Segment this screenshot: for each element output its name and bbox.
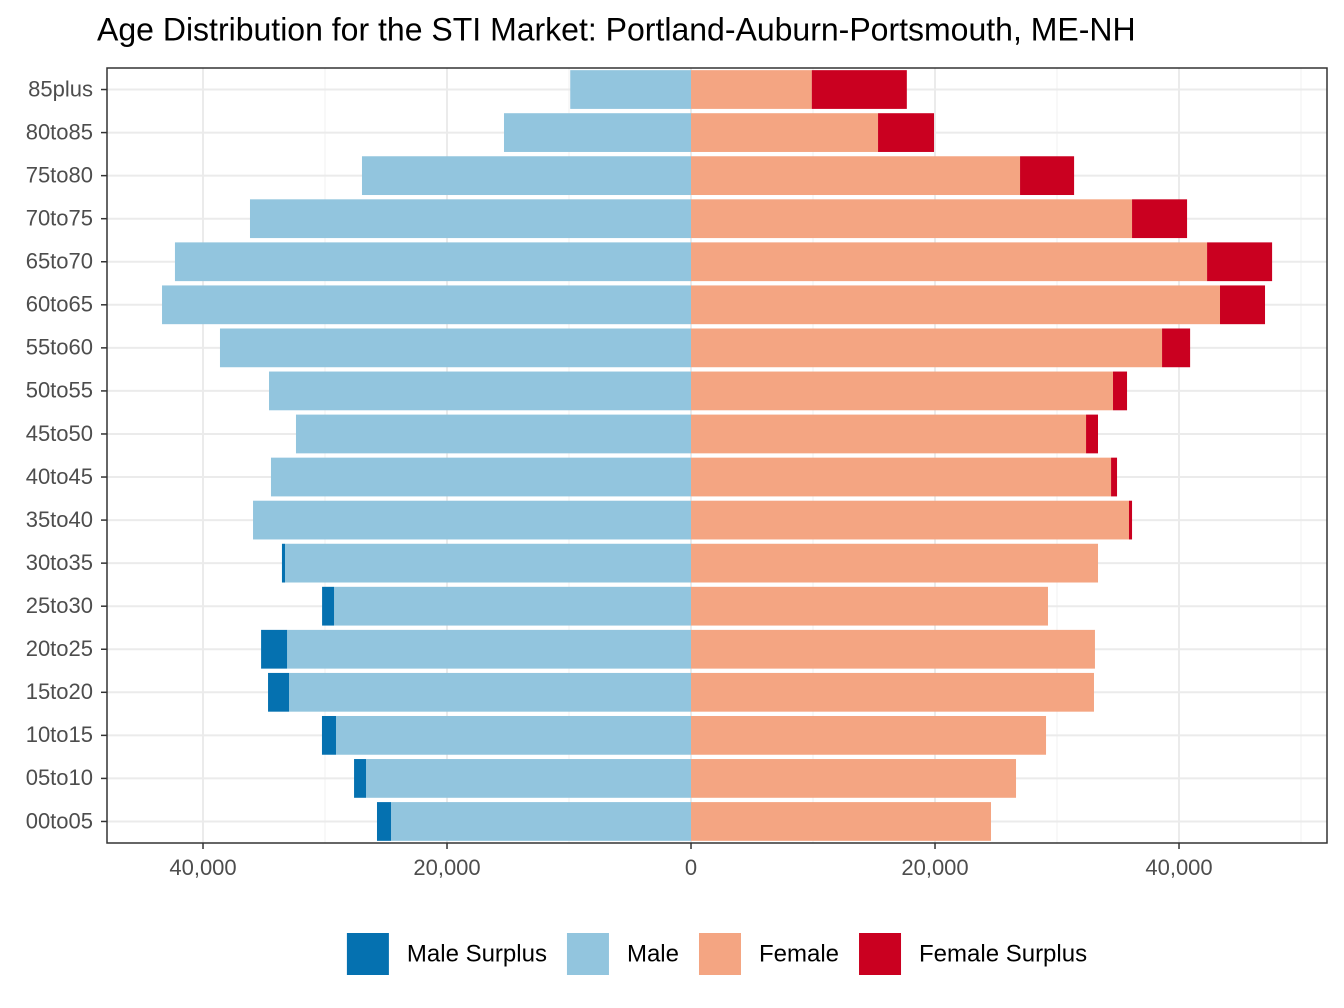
y-tick-label: 75to80: [26, 162, 93, 187]
legend-key: [566, 933, 609, 975]
x-tick-label: 20,000: [413, 855, 480, 880]
bar: [691, 629, 1095, 669]
bar: [287, 629, 692, 669]
bar: [691, 70, 812, 109]
y-tick-label: 30to35: [26, 550, 93, 575]
y-tick-label: 00to05: [26, 808, 93, 833]
bar: [691, 715, 1047, 755]
bar: [691, 672, 1094, 712]
bar: [691, 759, 1017, 798]
legend-label: Male: [627, 940, 679, 967]
bar: [1113, 371, 1128, 411]
bar: [503, 113, 692, 152]
y-tick-label: 70to75: [26, 206, 93, 231]
legend-label: Male Surplus: [407, 940, 547, 967]
bar: [322, 586, 335, 626]
y-tick-label: 05to10: [26, 765, 93, 790]
bar: [253, 500, 692, 540]
bar: [691, 371, 1114, 411]
bar: [1207, 242, 1273, 282]
y-tick-label: 65to70: [26, 249, 93, 274]
y-tick-label: 35to40: [26, 507, 93, 532]
bar: [1020, 156, 1075, 196]
bar: [691, 285, 1221, 325]
bar: [334, 586, 692, 626]
bar: [811, 70, 907, 109]
y-tick-label: 55to60: [26, 335, 93, 360]
legend-key: [859, 933, 902, 975]
bar: [361, 156, 692, 196]
bar: [691, 328, 1163, 368]
bar: [268, 672, 290, 712]
bar: [691, 586, 1048, 626]
y-tick-label: 10to15: [26, 722, 93, 747]
bar: [174, 242, 692, 282]
bar: [249, 199, 692, 239]
bar: [289, 672, 692, 712]
bar: [391, 802, 692, 841]
bar: [691, 414, 1087, 454]
y-tick-label: 15to20: [26, 679, 93, 704]
bar: [691, 500, 1129, 540]
legend-label: Female: [759, 940, 839, 967]
chart-title: Age Distribution for the STI Market: Por…: [97, 11, 1136, 47]
x-tick-label: 0: [685, 855, 697, 880]
y-tick-label: 85plus: [28, 76, 93, 101]
bar: [570, 70, 692, 109]
bar: [1128, 500, 1133, 540]
legend-key: [698, 933, 741, 975]
y-tick-label: 45to50: [26, 421, 93, 446]
bar: [366, 759, 692, 798]
y-tick-label: 60to65: [26, 292, 93, 317]
bar: [1086, 414, 1099, 454]
bar: [281, 543, 285, 583]
y-tick-label: 20to25: [26, 636, 93, 661]
y-tick-label: 25to30: [26, 593, 93, 618]
bar: [691, 199, 1133, 239]
legend-label: Female Surplus: [919, 940, 1087, 967]
x-tick-label: 20,000: [901, 855, 968, 880]
bar: [691, 802, 992, 841]
bar: [295, 414, 692, 454]
bar: [691, 242, 1208, 282]
bar: [691, 457, 1112, 497]
bar: [691, 113, 879, 152]
legend-key: [346, 933, 389, 975]
bar: [1220, 285, 1266, 325]
plot-border: [106, 67, 1328, 844]
bar: [691, 543, 1099, 583]
bar: [162, 285, 692, 325]
bar: [1111, 457, 1118, 497]
bar: [269, 371, 692, 411]
bar: [219, 328, 692, 368]
bar: [284, 543, 692, 583]
bar: [1162, 328, 1191, 368]
bar: [1132, 199, 1188, 239]
bar: [321, 715, 336, 755]
y-tick-label: 50to55: [26, 378, 93, 403]
x-tick-label: 40,000: [169, 855, 236, 880]
bar: [376, 802, 392, 841]
bar: [261, 629, 288, 669]
bar: [335, 715, 692, 755]
y-tick-label: 40to45: [26, 464, 93, 489]
y-tick-label: 80to85: [26, 119, 93, 144]
x-tick-label: 40,000: [1145, 855, 1212, 880]
bar: [691, 156, 1021, 196]
bar: [270, 457, 692, 497]
bar: [354, 759, 367, 798]
bar: [878, 113, 935, 152]
